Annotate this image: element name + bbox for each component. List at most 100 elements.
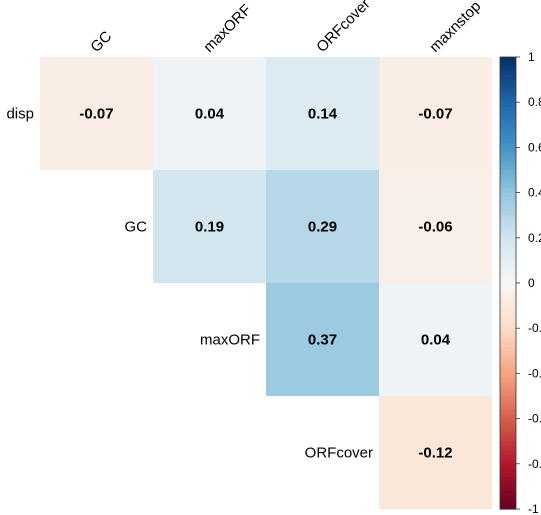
colorbar-segment bbox=[500, 179, 516, 185]
cell-value-label: 0.37 bbox=[308, 332, 337, 349]
colorbar-segment bbox=[500, 147, 516, 153]
colorbar-segment bbox=[500, 382, 516, 388]
colorbar-tick-label: -0.8 bbox=[528, 457, 541, 471]
colorbar-segment bbox=[500, 97, 516, 103]
cell-value-label: -0.07 bbox=[79, 106, 113, 123]
cell-value-label: 0.04 bbox=[421, 332, 451, 349]
colorbar-segment bbox=[500, 432, 516, 438]
colorbar-segment bbox=[500, 368, 516, 374]
cell-value-label: 0.19 bbox=[195, 219, 224, 236]
heatmap-cell-maxORF-maxnstop bbox=[379, 283, 492, 396]
colorbar-segment bbox=[500, 219, 516, 225]
colorbar-segment bbox=[500, 486, 516, 492]
row-label-disp: disp bbox=[6, 106, 34, 123]
column-label-GC: GC bbox=[87, 28, 115, 56]
colorbar-segment bbox=[500, 418, 516, 424]
colorbar-segment bbox=[500, 124, 516, 130]
colorbar-segment bbox=[500, 377, 516, 384]
colorbar-tick-label: -0.2 bbox=[528, 321, 541, 335]
colorbar-segment bbox=[500, 391, 516, 397]
colorbar-segment bbox=[500, 242, 516, 248]
colorbar-segment bbox=[500, 310, 516, 316]
colorbar-segment bbox=[500, 206, 516, 212]
colorbar-segment bbox=[500, 57, 516, 63]
colorbar-tick-label: 1 bbox=[528, 50, 535, 64]
colorbar-segment bbox=[500, 463, 516, 469]
colorbar-segment bbox=[500, 88, 516, 94]
cell-value-label: -0.07 bbox=[418, 106, 452, 123]
colorbar-segment bbox=[500, 75, 516, 81]
row-label-GC: GC bbox=[125, 219, 148, 236]
colorbar-segment bbox=[500, 459, 516, 465]
colorbar-segment bbox=[500, 477, 516, 483]
heatmap-cell-disp-GC bbox=[40, 57, 153, 170]
colorbar-segment bbox=[500, 251, 516, 257]
heatmap-cell-ORFcover-maxnstop bbox=[379, 396, 492, 509]
colorbar-tick-label: -0.4 bbox=[528, 366, 541, 380]
colorbar-segment bbox=[500, 283, 516, 289]
colorbar-segment bbox=[500, 436, 516, 442]
colorbar-segment bbox=[500, 278, 516, 284]
colorbar-segment bbox=[500, 427, 516, 433]
colorbar-segment bbox=[500, 495, 516, 501]
colorbar-segment bbox=[500, 151, 516, 158]
colorbar-segment bbox=[500, 405, 516, 411]
colorbar-segment bbox=[500, 188, 516, 194]
colorbar-segment bbox=[500, 201, 516, 207]
colorbar-segment bbox=[500, 359, 516, 365]
colorbar-segment bbox=[500, 260, 516, 266]
colorbar-segment bbox=[500, 70, 516, 76]
colorbar-segment bbox=[500, 504, 516, 510]
heatmap-cell-labels: -0.07 0.04 0.14 -0.07 0.19 0.29 -0.06 0.37 0.04 -… bbox=[79, 106, 452, 462]
colorbar-segment bbox=[500, 79, 516, 85]
colorbar-segment bbox=[500, 228, 516, 234]
row-label-maxORF: maxORF bbox=[200, 332, 260, 349]
colorbar-tick-label: 0.4 bbox=[528, 186, 541, 200]
colorbar-segment bbox=[500, 142, 516, 148]
colorbar-segment bbox=[500, 445, 516, 451]
colorbar-segment bbox=[500, 264, 516, 271]
colorbar-segment bbox=[500, 292, 516, 298]
heatmap-cell-GC-ORFcover bbox=[266, 170, 379, 283]
colorbar-segment bbox=[500, 66, 516, 72]
colorbar-segment bbox=[500, 423, 516, 429]
colorbar-segment bbox=[500, 192, 516, 198]
colorbar-segment bbox=[500, 120, 516, 126]
colorbar-segment bbox=[500, 61, 516, 67]
colorbar-tick-label: 0.8 bbox=[528, 95, 541, 109]
colorbar-segment bbox=[500, 314, 516, 320]
colorbar-segment bbox=[500, 210, 516, 216]
colorbar-segment bbox=[500, 468, 516, 474]
colorbar-segment bbox=[500, 246, 516, 252]
cell-value-label: -0.06 bbox=[418, 219, 452, 236]
heatmap-cell-disp-maxnstop bbox=[379, 57, 492, 170]
colorbar-segment bbox=[500, 337, 516, 343]
colorbar-segment bbox=[500, 386, 516, 393]
colorbar-segment bbox=[500, 364, 516, 370]
colorbar-segment bbox=[500, 174, 516, 180]
colorbar-segment bbox=[500, 319, 516, 325]
column-label-maxnstop: maxnstop bbox=[426, 0, 484, 56]
column-labels: GC maxORF ORFcover maxnstop bbox=[87, 0, 484, 56]
colorbar-segment bbox=[500, 273, 516, 280]
colorbar-segment bbox=[500, 138, 516, 144]
column-label-maxORF: maxORF bbox=[200, 1, 254, 55]
cell-value-label: 0.04 bbox=[195, 106, 225, 123]
colorbar-tick-label: 0.6 bbox=[528, 140, 541, 154]
colorbar-segment bbox=[500, 350, 516, 356]
colorbar-segment bbox=[500, 490, 516, 497]
colorbar-segment bbox=[500, 287, 516, 293]
colorbar-segment bbox=[500, 373, 516, 379]
colorbar-segment bbox=[500, 450, 516, 456]
colorbar-segment bbox=[500, 301, 516, 307]
colorbar-segment bbox=[500, 454, 516, 460]
colorbar-segment bbox=[500, 400, 516, 406]
colorbar: 1 0.8 0.6 0.4 0.2 0 -0.2 -0.4 -0.6 -0.8 -1 bbox=[499, 50, 541, 515]
cell-value-label: 0.14 bbox=[308, 106, 338, 123]
colorbar-tick-label: -1 bbox=[528, 502, 539, 515]
heatmap-cell-GC-maxORF bbox=[153, 170, 266, 283]
colorbar-segment bbox=[500, 215, 516, 221]
row-label-ORFcover: ORFcover bbox=[305, 445, 373, 462]
colorbar-segment bbox=[500, 106, 516, 112]
heatmap-cell-maxORF-ORFcover bbox=[266, 283, 379, 396]
